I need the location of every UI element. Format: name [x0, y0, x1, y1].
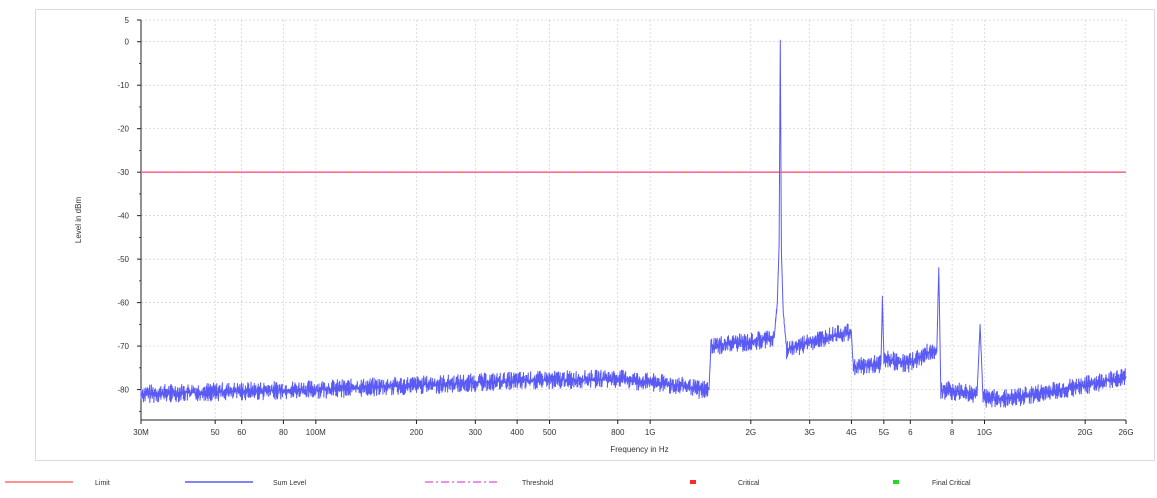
y-tick-label: -50 [117, 255, 129, 264]
x-tick-label: 6 [908, 428, 913, 437]
x-tick-label: 800 [611, 428, 625, 437]
x-tick-label: 26G [1118, 428, 1133, 437]
legend-swatch-critical [690, 480, 696, 484]
y-tick-label: -80 [117, 386, 129, 395]
legend-label-sum-level: Sum Level [273, 480, 307, 487]
x-tick-label: 200 [410, 428, 424, 437]
y-tick-label: -70 [117, 342, 129, 351]
x-tick-label: 1G [645, 428, 656, 437]
x-tick-label: 10G [977, 428, 992, 437]
legend-swatch-threshold [425, 481, 499, 483]
x-tick-label: 300 [469, 428, 483, 437]
x-tick-label: 20G [1078, 428, 1093, 437]
y-tick-label: -30 [117, 168, 129, 177]
legend-swatch-final-critical [893, 480, 899, 484]
x-tick-label: 500 [543, 428, 557, 437]
legend-label-critical: Critical [738, 480, 760, 487]
legend-swatch-limit [5, 481, 73, 483]
legend-label-threshold: Threshold [522, 480, 554, 487]
x-tick-label: 60 [237, 428, 246, 437]
x-axis-title: Frequency in Hz [610, 445, 668, 454]
series-sum-level [140, 39, 1127, 408]
x-tick-label: 8 [950, 428, 955, 437]
y-tick-label: 0 [125, 38, 130, 47]
y-tick-label: -60 [117, 299, 129, 308]
x-tick-label: 50 [211, 428, 220, 437]
legend: Limit Sum Level Threshold Critical Final… [0, 478, 1157, 498]
legend-label-limit: Limit [95, 480, 110, 487]
chart-frame [35, 9, 1155, 461]
x-tick-label: 30M [133, 428, 149, 437]
legend-label-final-critical: Final Critical [932, 480, 971, 487]
y-tick-label: 5 [125, 16, 130, 25]
x-tick-label: 3G [804, 428, 815, 437]
x-tick-label: 5G [879, 428, 890, 437]
y-tick-label: -10 [117, 81, 129, 90]
x-tick-label: 4G [846, 428, 857, 437]
x-tick-label: 100M [306, 428, 326, 437]
y-tick-label: -20 [117, 125, 129, 134]
legend-swatch-sum-level [185, 481, 253, 483]
x-tick-label: 2G [745, 428, 756, 437]
x-tick-label: 400 [510, 428, 524, 437]
y-tick-label: -40 [117, 212, 129, 221]
y-axis-title: Level in dBm [74, 197, 83, 244]
x-tick-label: 80 [279, 428, 288, 437]
